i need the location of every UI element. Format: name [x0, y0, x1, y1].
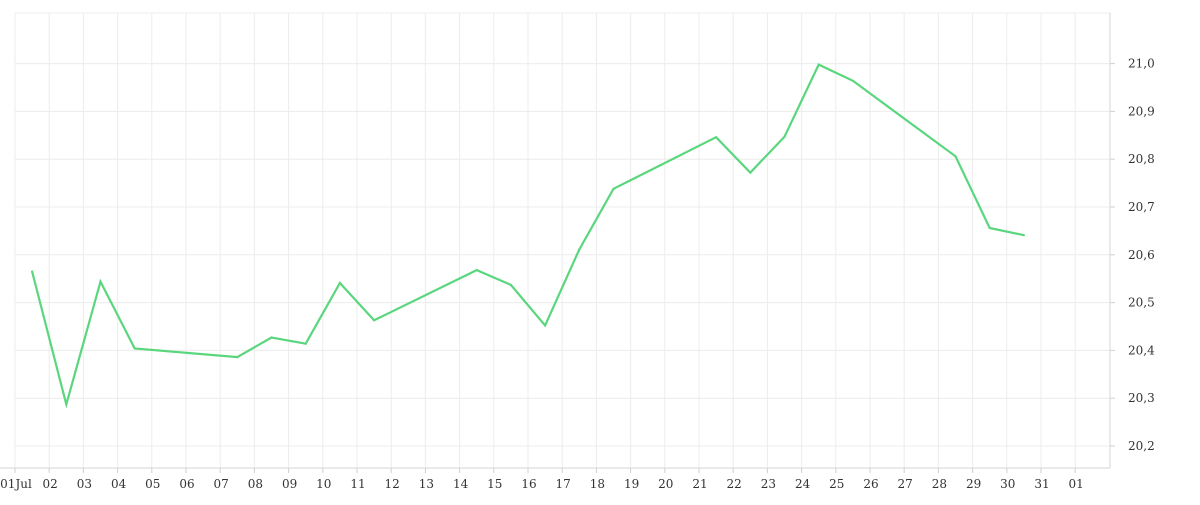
x-tick-label: 04 — [111, 477, 127, 491]
x-tick-label: 25 — [829, 477, 844, 491]
data-point — [338, 281, 341, 285]
x-tick-label: 28 — [932, 477, 947, 491]
data-point — [236, 356, 239, 359]
data-point — [475, 269, 478, 272]
x-tick-label: 22 — [727, 477, 742, 491]
x-tick-label: 03 — [77, 477, 92, 491]
data-point — [99, 280, 102, 283]
x-tick-label: 15 — [487, 477, 502, 491]
data-point — [1022, 234, 1025, 237]
data-point — [715, 136, 718, 139]
data-point — [851, 79, 855, 82]
y-tick-label: 20,7 — [1128, 200, 1155, 214]
data-point — [817, 63, 820, 66]
x-tick-label: 01 — [1069, 477, 1084, 491]
x-tick-label: 16 — [521, 477, 536, 491]
y-tick-label: 20,2 — [1128, 439, 1155, 453]
data-point — [30, 270, 34, 273]
x-tick-label: 12 — [385, 477, 400, 491]
data-point — [270, 336, 273, 339]
x-tick-label: 13 — [419, 477, 434, 491]
y-tick-label: 20,8 — [1128, 152, 1155, 166]
x-tick-label: 17 — [556, 477, 571, 491]
data-point — [304, 342, 307, 345]
x-tick-label: 30 — [1000, 477, 1015, 491]
data-point — [954, 155, 957, 158]
x-tick-label: 24 — [795, 477, 811, 491]
data-point — [578, 248, 581, 251]
data-point — [749, 171, 752, 174]
x-tick-label: 21 — [692, 477, 707, 491]
data-point — [133, 347, 136, 350]
y-tick-label: 20,6 — [1128, 248, 1155, 262]
x-tick-label: 10 — [316, 477, 331, 491]
x-tick-label: 06 — [179, 477, 194, 491]
x-tick-label: 31 — [1034, 477, 1049, 491]
x-tick-label: 01Jul — [0, 477, 32, 491]
x-tick-label: 07 — [214, 477, 229, 491]
y-tick-label: 21,0 — [1128, 57, 1155, 71]
data-point — [65, 403, 68, 406]
y-tick-label: 20,4 — [1128, 343, 1155, 357]
x-tick-label: 18 — [590, 477, 605, 491]
x-tick-label: 05 — [145, 477, 160, 491]
x-tick-label: 20 — [658, 477, 673, 491]
x-tick-label: 23 — [761, 477, 776, 491]
series-line — [31, 63, 1025, 409]
data-point — [612, 187, 615, 190]
y-tick-label: 20,5 — [1128, 296, 1155, 310]
y-tick-label: 20,9 — [1128, 104, 1155, 118]
x-tick-label: 14 — [453, 477, 469, 491]
data-point — [373, 319, 376, 322]
data-point — [509, 283, 512, 286]
data-point — [988, 226, 991, 230]
x-tick-label: 26 — [863, 477, 878, 491]
x-tick-label: 02 — [43, 477, 58, 491]
x-tick-label: 27 — [898, 477, 913, 491]
x-tick-label: 11 — [350, 477, 365, 491]
x-tick-label: 09 — [282, 477, 297, 491]
x-tick-label: 19 — [624, 477, 639, 491]
x-tick-label: 08 — [248, 477, 263, 491]
x-tick-label: 29 — [966, 477, 981, 491]
y-tick-label: 20,3 — [1128, 391, 1155, 405]
data-point — [544, 324, 547, 327]
data-point — [783, 135, 786, 138]
